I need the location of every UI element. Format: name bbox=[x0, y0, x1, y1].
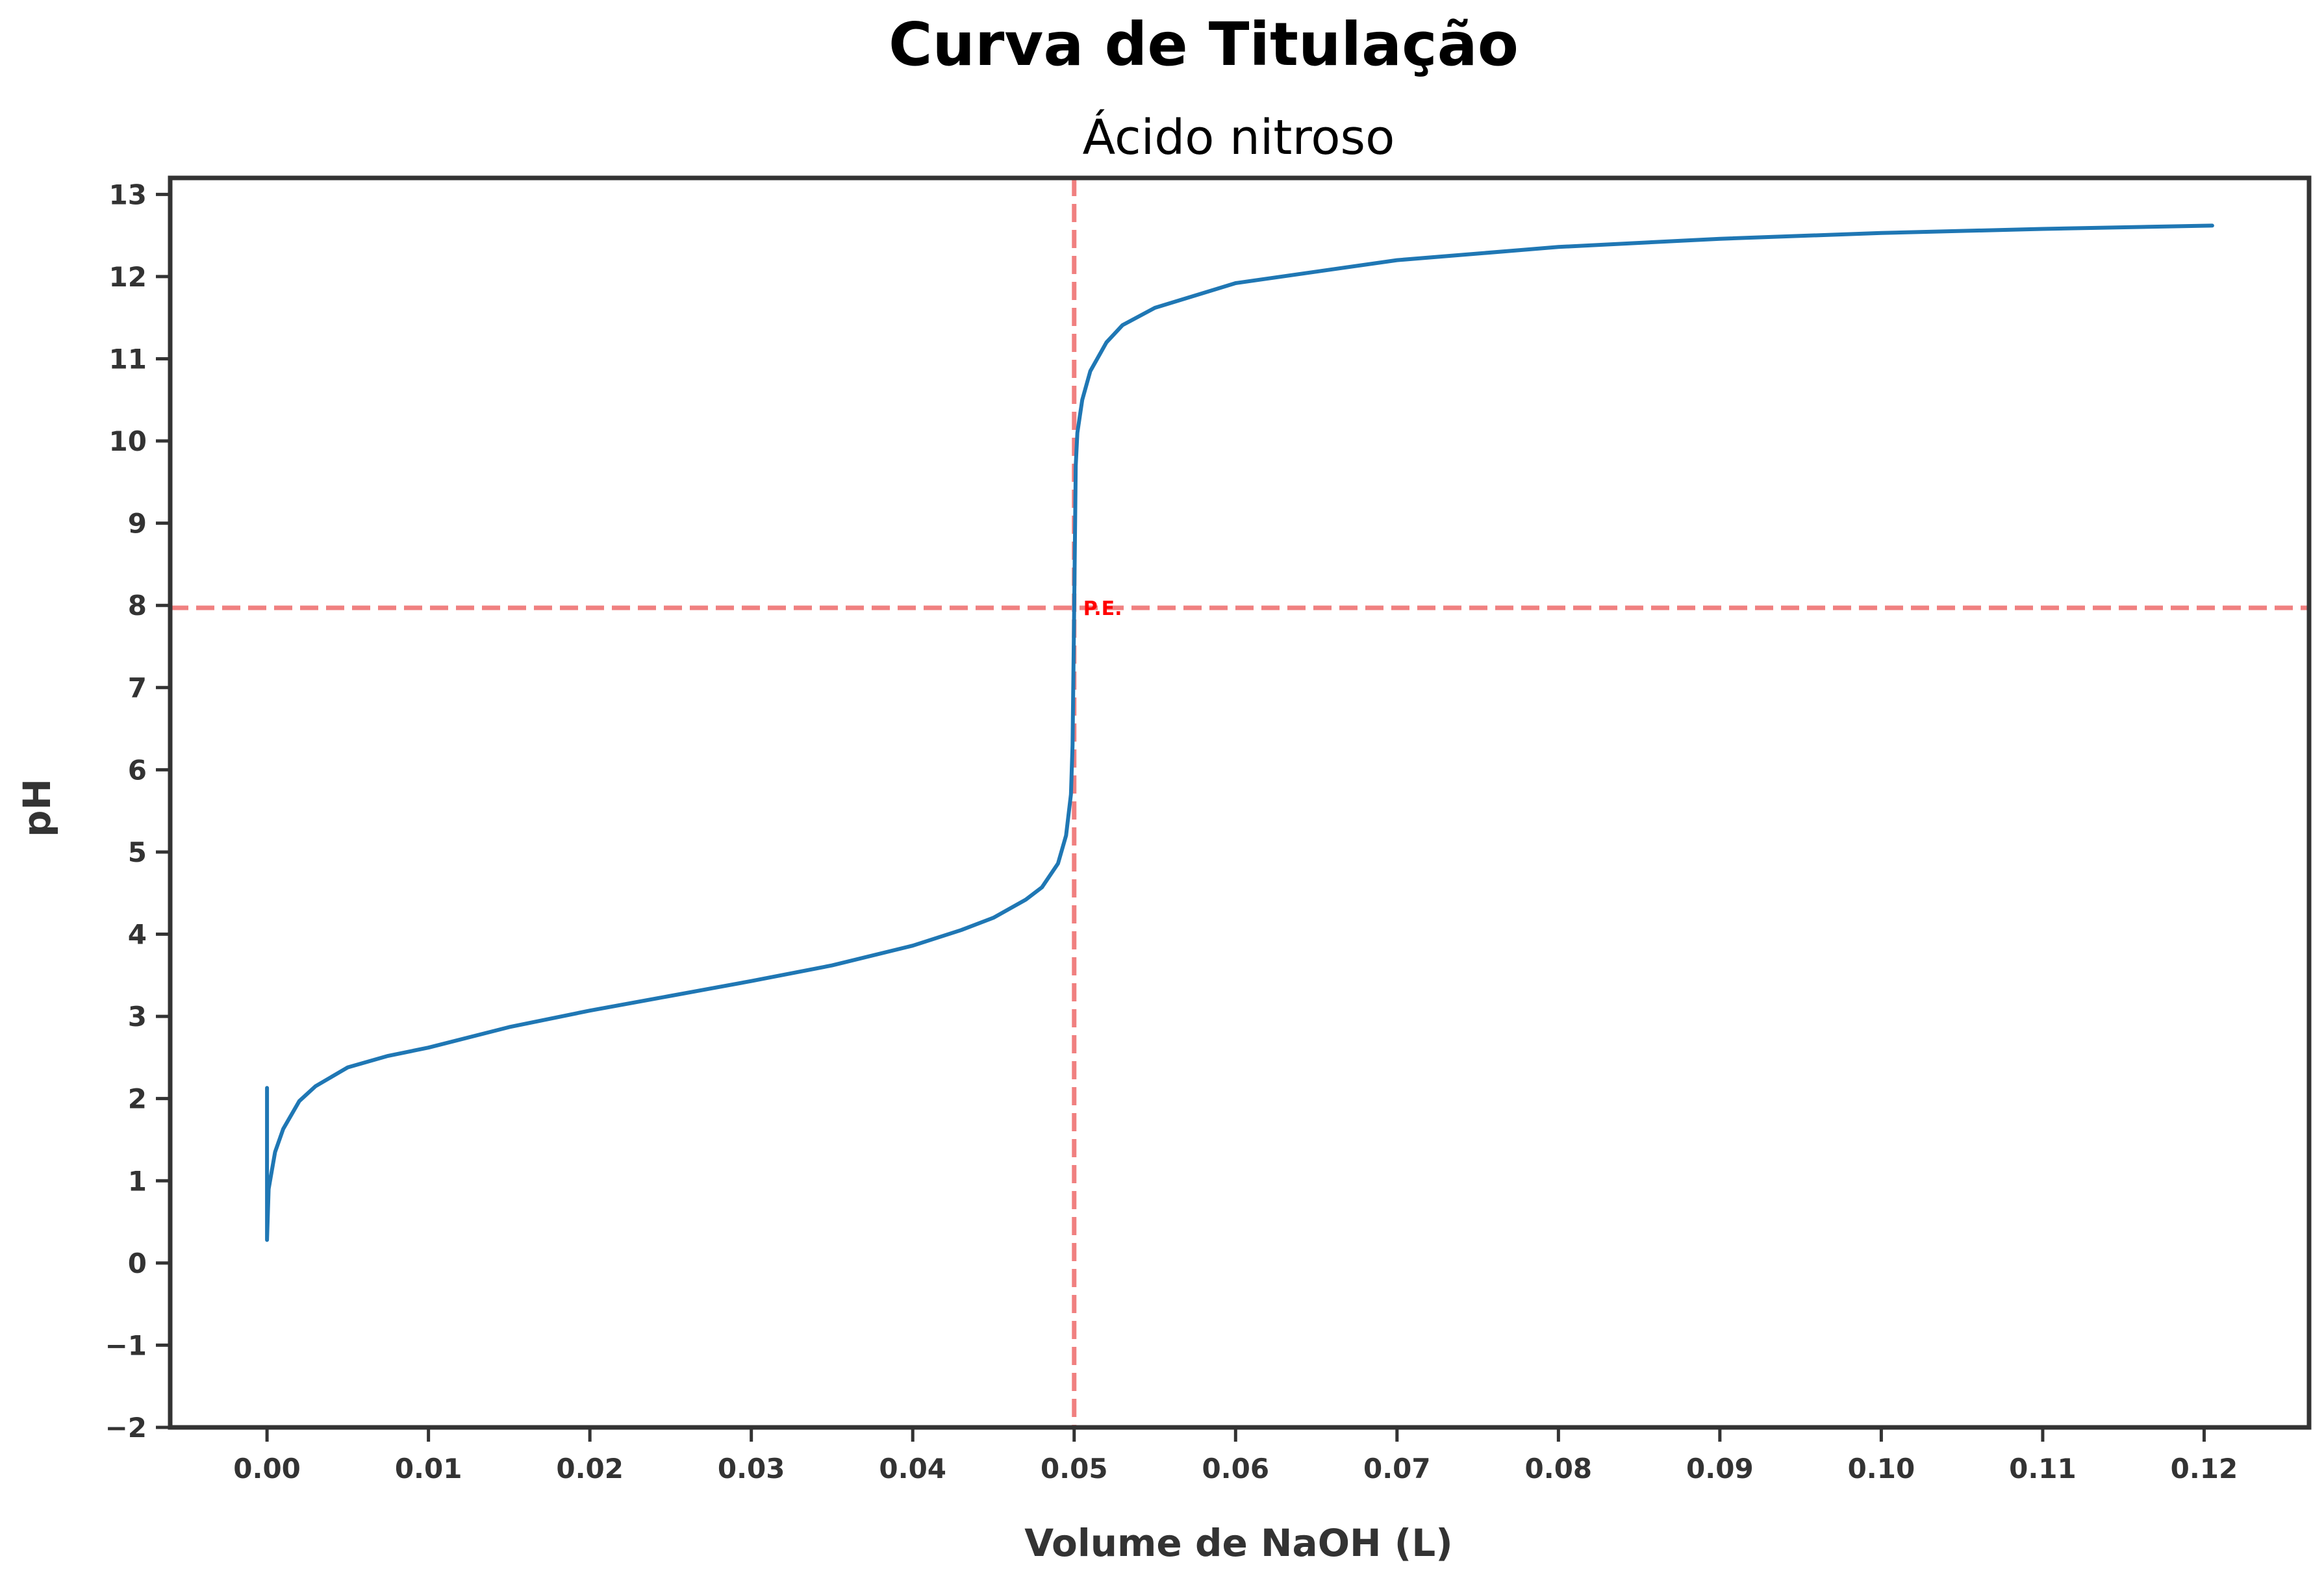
y-tick-label: 10 bbox=[109, 425, 147, 457]
x-tick-label: 0.11 bbox=[2009, 1453, 2077, 1485]
y-tick-label: 0 bbox=[128, 1248, 147, 1279]
y-tick-label: 12 bbox=[109, 261, 147, 293]
y-axis-label: pH bbox=[15, 779, 59, 837]
y-tick-label: 7 bbox=[128, 672, 147, 704]
x-tick-label: 0.06 bbox=[1202, 1453, 1269, 1485]
y-tick-label: 1 bbox=[128, 1165, 147, 1197]
plot-frame bbox=[168, 175, 2312, 1430]
equivalence-point-label: P.E. bbox=[1083, 597, 1122, 620]
y-tick-label: 8 bbox=[128, 590, 147, 621]
y-tick-label: 13 bbox=[109, 179, 147, 210]
chart-subtitle: Ácido nitroso bbox=[1083, 108, 1395, 166]
x-tick-label: 0.00 bbox=[233, 1453, 301, 1485]
y-tick-label: 6 bbox=[128, 754, 147, 786]
x-tick-label: 0.12 bbox=[2171, 1453, 2238, 1485]
y-tick-label: −1 bbox=[105, 1329, 147, 1361]
x-tick-label: 0.08 bbox=[1525, 1453, 1593, 1485]
y-tick-label: −2 bbox=[105, 1412, 147, 1444]
y-tick-label: 3 bbox=[128, 1001, 147, 1033]
x-tick-label: 0.03 bbox=[718, 1453, 785, 1485]
x-tick-label: 0.10 bbox=[1848, 1453, 1915, 1485]
x-tick-label: 0.05 bbox=[1041, 1453, 1108, 1485]
x-axis-label: Volume de NaOH (L) bbox=[1024, 1521, 1452, 1565]
plot-area: P.E. 0.00 0.01 0.02 0.03 0.04 0.05 0.06 0.07 0.08… bbox=[105, 175, 2312, 1485]
x-tick-label: 0.09 bbox=[1686, 1453, 1754, 1485]
chart-title: Curva de Titulação bbox=[889, 10, 1519, 79]
y-tick-label: 9 bbox=[128, 508, 147, 540]
x-tick-label: 0.07 bbox=[1363, 1453, 1431, 1485]
y-tick-label: 11 bbox=[109, 343, 147, 375]
titration-curve-line bbox=[265, 223, 2214, 1242]
y-tick-label: 5 bbox=[128, 836, 147, 868]
y-tick-label: 2 bbox=[128, 1083, 147, 1115]
x-tick-label: 0.01 bbox=[395, 1453, 462, 1485]
x-tick-label: 0.02 bbox=[556, 1453, 624, 1485]
x-tick-label: 0.04 bbox=[879, 1453, 946, 1485]
y-tick-label: 4 bbox=[128, 919, 147, 951]
